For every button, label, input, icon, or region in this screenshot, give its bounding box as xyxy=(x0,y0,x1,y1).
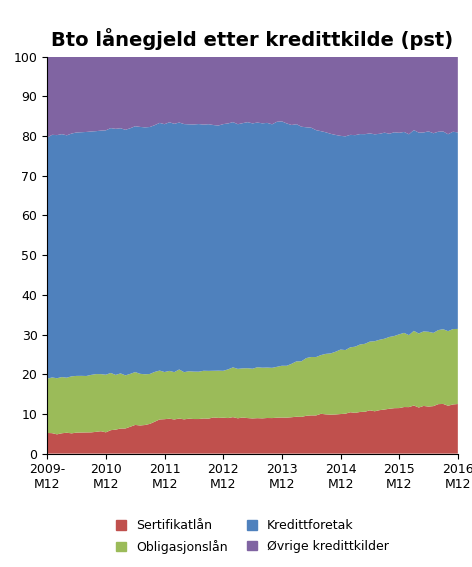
Title: Bto lånegjeld etter kredittkilde (pst): Bto lånegjeld etter kredittkilde (pst) xyxy=(51,28,454,49)
Legend: Sertifikatlån, Obligasjonslån, Kredittforetak, Øvrige kredittkilder: Sertifikatlån, Obligasjonslån, Kredittfo… xyxy=(117,519,388,554)
